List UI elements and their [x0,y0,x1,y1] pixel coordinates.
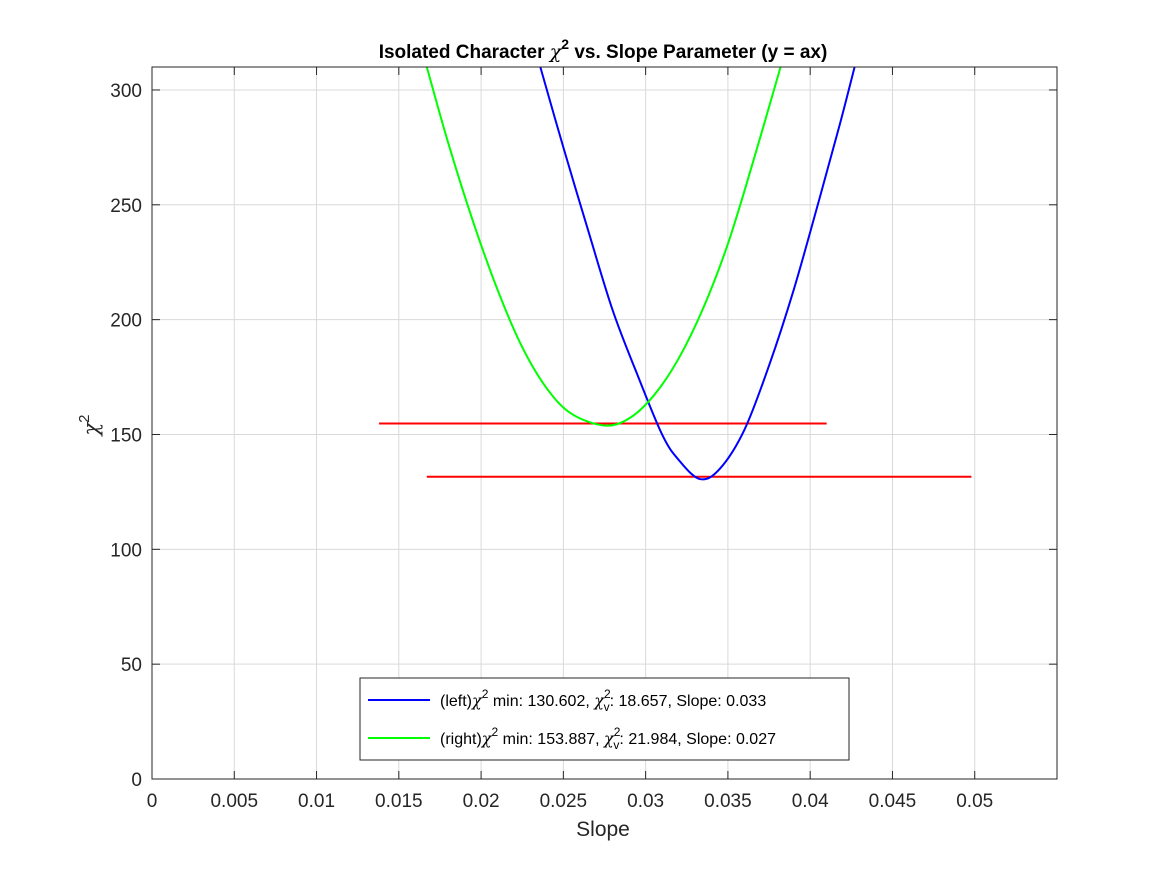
legend-entry-left: (left)χ2 min: 130.602, χ2 v: 18.657, Slop… [440,687,766,714]
x-tick-label: 0.025 [540,791,588,812]
series-line-left [539,66,856,481]
legend-box [359,677,850,761]
x-axis-label: Slope [576,818,630,841]
data-series [425,66,856,481]
y-tick-label: 200 [110,311,142,332]
chart-title: Isolated Character χ2 vs. Slope Paramete… [379,36,828,63]
y-tick-label: 50 [121,655,142,676]
y-tick-label: 0 [131,770,142,791]
x-tick-label: 0.045 [869,791,917,812]
x-tick-label: 0.05 [956,791,993,812]
reference-lines [379,422,972,478]
legend-entry-right: (right)χ2 min: 153.887, χ2 v: 21.984, Slo… [440,725,776,752]
x-tick-label: 0 [147,791,158,812]
svg-text:χ2: χ2 [76,414,103,437]
y-axis-label: χ2 [76,414,103,437]
y-tick-label: 250 [110,196,142,217]
axes-box [151,66,1058,780]
x-tick-label: 0.02 [463,791,500,812]
series-line-right [425,66,782,427]
y-tick-label: 100 [110,540,142,561]
legend: (left)χ2 min: 130.602, χ2 v: 18.657, Slop… [359,677,850,761]
x-tick-label: 0.01 [298,791,335,812]
x-tick-label: 0.005 [210,791,258,812]
x-tick-label: 0.015 [375,791,423,812]
axis-ticks: 0 0.005 0.01 0.015 0.02 0.025 0.03 0.035 0.04 0.0… [110,67,1057,812]
y-tick-label: 150 [110,425,142,446]
x-tick-label: 0.035 [704,791,752,812]
y-tick-label: 300 [110,81,142,102]
x-tick-label: 0.03 [627,791,664,812]
x-tick-label: 0.04 [792,791,829,812]
